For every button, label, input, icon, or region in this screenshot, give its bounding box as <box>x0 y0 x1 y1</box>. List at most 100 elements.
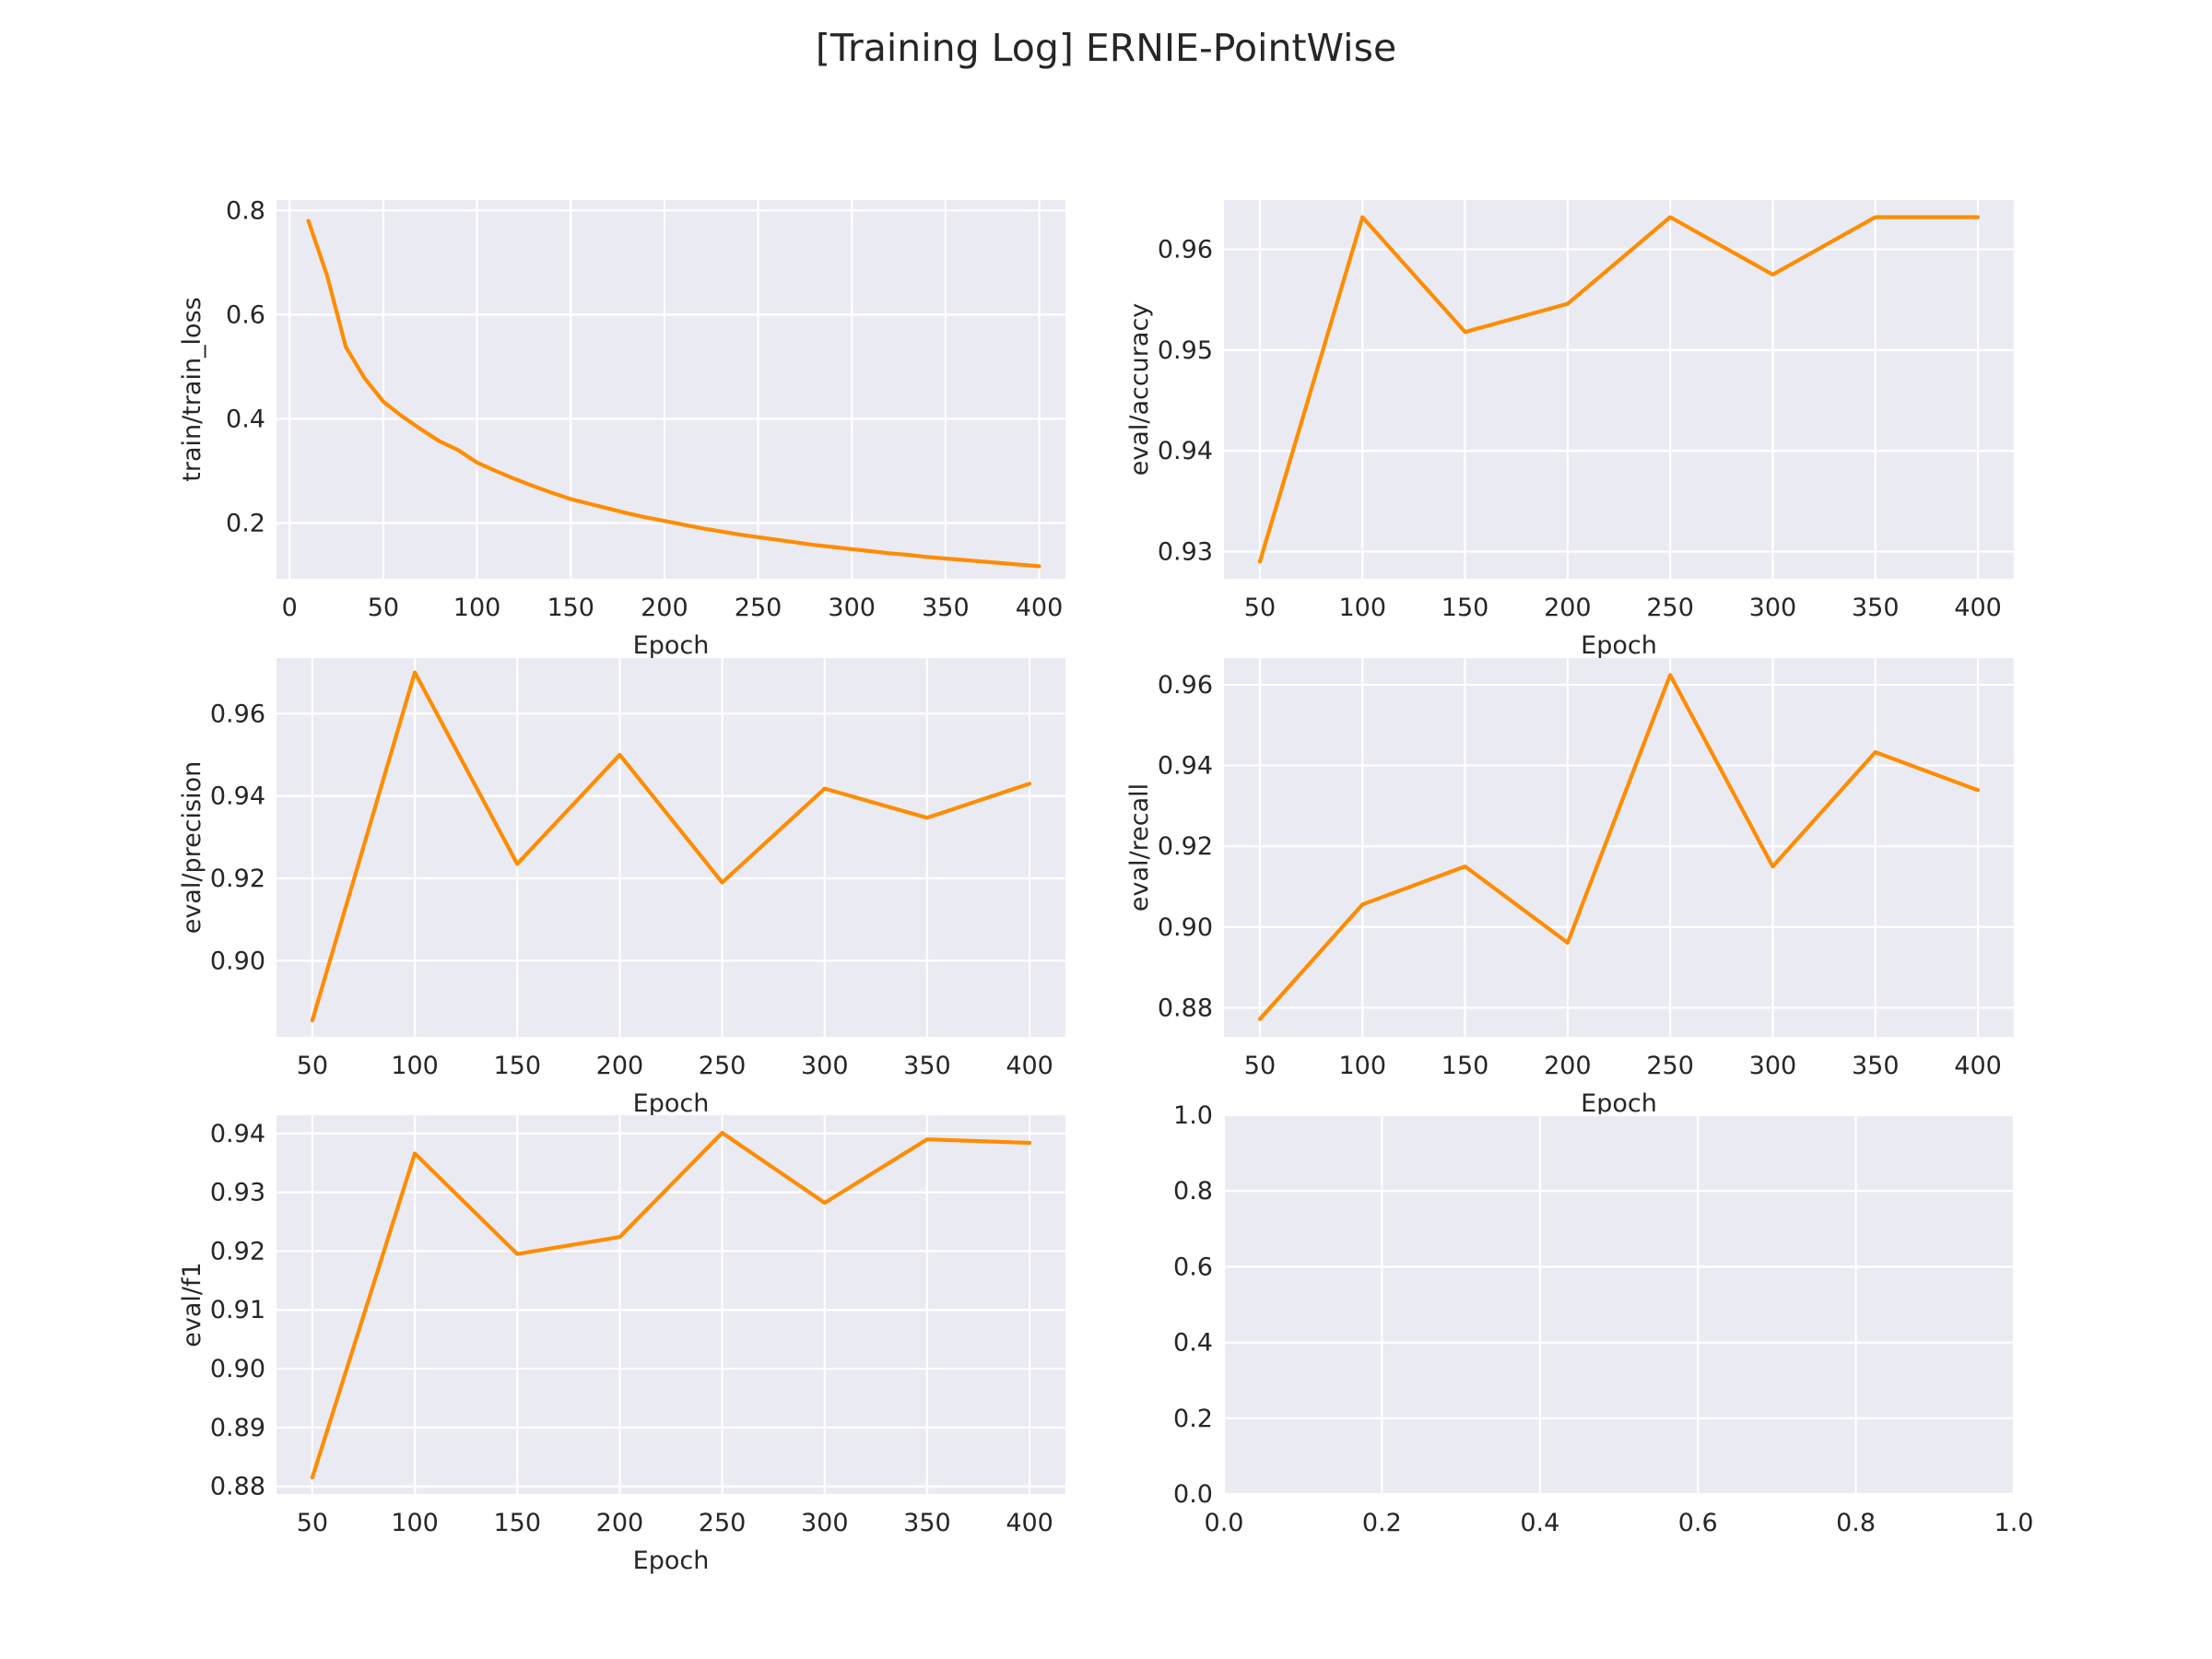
x-tick-label: 150 <box>547 594 594 622</box>
y-axis-label: eval/accuracy <box>1125 303 1154 477</box>
subplot-6: 0.0 0.2 0.4 0.6 0.8 1.0 0.0 0.2 0.4 0.6 0.8 1.0 <box>1173 1101 2033 1537</box>
y-tick-label: 0.96 <box>1158 671 1213 700</box>
subplot-4: 50 100 150 200 250 300 350 400 0.88 0.90 0.92 0.94 0… <box>1125 658 2014 1118</box>
y-tick-label: 0.6 <box>226 300 265 329</box>
x-tick-label: 350 <box>922 594 970 622</box>
x-tick-label: 0.2 <box>1362 1509 1402 1537</box>
x-tick-label: 50 <box>297 1052 328 1080</box>
x-tick-label: 50 <box>297 1509 328 1537</box>
y-tick-label: 0.96 <box>1158 236 1213 265</box>
y-tick-label: 0.90 <box>210 947 265 975</box>
x-tick-label: 350 <box>1852 594 1900 622</box>
x-tick-label: 100 <box>1338 1052 1386 1080</box>
y-axis-label: train/train_loss <box>178 297 206 481</box>
y-tick-label: 0.91 <box>210 1296 265 1324</box>
y-tick-label: 0.8 <box>1173 1177 1213 1206</box>
y-tick-label: 0.93 <box>210 1179 265 1207</box>
x-tick-label: 400 <box>1006 1052 1053 1080</box>
x-tick-label: 200 <box>596 1509 644 1537</box>
x-tick-label: 350 <box>1852 1052 1900 1080</box>
y-tick-label: 0.94 <box>210 1120 265 1148</box>
x-tick-label: 50 <box>1244 1052 1276 1080</box>
x-tick-label: 250 <box>1646 1052 1694 1080</box>
y-tick-label: 0.88 <box>1158 994 1213 1022</box>
y-tick-label: 0.0 <box>1173 1480 1213 1509</box>
x-tick-label: 150 <box>1441 1052 1489 1080</box>
y-tick-label: 0.89 <box>210 1414 265 1442</box>
subplot-1: 0 50 100 150 200 250 300 350 400 0.2 0.4 0.6 0.8 Epoc… <box>178 196 1065 660</box>
x-tick-label: 0.6 <box>1678 1509 1718 1537</box>
x-tick-label: 300 <box>1749 594 1797 622</box>
y-tick-label: 1.0 <box>1173 1101 1213 1130</box>
plot-area <box>1224 1115 2014 1494</box>
x-tick-label: 0.0 <box>1205 1509 1244 1537</box>
y-tick-label: 0.90 <box>1158 913 1213 942</box>
x-axis-label: Epoch <box>1581 631 1657 660</box>
y-tick-label: 0.2 <box>1173 1405 1213 1433</box>
x-tick-label: 250 <box>699 1052 747 1080</box>
y-tick-label: 0.4 <box>226 405 265 433</box>
y-axis-label: eval/recall <box>1125 783 1154 912</box>
x-tick-label: 250 <box>1646 594 1694 622</box>
subplot-2: 50 100 150 200 250 300 350 400 0.93 0.94 0.95 0.96 E… <box>1125 200 2014 660</box>
x-tick-label: 100 <box>453 594 501 622</box>
x-tick-label: 0.4 <box>1520 1509 1559 1537</box>
x-tick-label: 150 <box>493 1052 541 1080</box>
y-tick-label: 0.94 <box>1158 752 1213 781</box>
plot-area <box>276 658 1065 1037</box>
x-axis-label: Epoch <box>633 1089 710 1118</box>
y-tick-label: 0.2 <box>226 510 265 538</box>
x-tick-label: 0.8 <box>1836 1509 1876 1537</box>
x-tick-label: 100 <box>391 1509 439 1537</box>
series-line <box>1257 215 1981 564</box>
figure-title: [Training Log] ERNIE-PointWise <box>816 26 1396 70</box>
x-tick-label: 350 <box>903 1052 951 1080</box>
y-tick-label: 0.92 <box>1158 832 1213 861</box>
y-tick-label: 0.4 <box>1173 1329 1213 1358</box>
plot-area <box>1224 658 2014 1037</box>
x-tick-label: 200 <box>641 594 688 622</box>
x-tick-label: 200 <box>1544 1052 1592 1080</box>
x-tick-label: 300 <box>801 1052 849 1080</box>
x-tick-label: 400 <box>1954 1052 2002 1080</box>
x-axis-label: Epoch <box>633 631 710 660</box>
y-tick-label: 0.6 <box>1173 1253 1213 1281</box>
y-tick-label: 0.8 <box>226 196 265 225</box>
x-tick-label: 250 <box>699 1509 747 1537</box>
x-tick-label: 200 <box>1544 594 1592 622</box>
x-tick-label: 250 <box>735 594 782 622</box>
x-tick-label: 100 <box>1338 594 1386 622</box>
x-tick-label: 400 <box>1006 1509 1053 1537</box>
subplot-3: 50 100 150 200 250 300 350 400 0.90 0.92 0.94 0.96 E… <box>178 658 1065 1118</box>
y-tick-label: 0.96 <box>210 700 265 728</box>
series-line <box>310 670 1032 1023</box>
x-axis-label: Epoch <box>1581 1089 1657 1118</box>
series-line <box>306 218 1041 569</box>
x-tick-label: 0 <box>282 594 298 622</box>
x-axis-label: Epoch <box>633 1547 710 1575</box>
y-tick-label: 0.92 <box>210 1237 265 1265</box>
y-tick-label: 0.92 <box>210 865 265 893</box>
x-tick-label: 300 <box>1749 1052 1797 1080</box>
plot-area <box>276 1115 1065 1494</box>
x-tick-label: 200 <box>596 1052 644 1080</box>
x-tick-label: 350 <box>903 1509 951 1537</box>
x-tick-label: 150 <box>1441 594 1489 622</box>
x-tick-label: 400 <box>1016 594 1064 622</box>
x-tick-label: 100 <box>391 1052 439 1080</box>
plot-area <box>1224 200 2014 579</box>
x-tick-label: 1.0 <box>1994 1509 2034 1537</box>
plot-area <box>276 200 1065 579</box>
x-tick-label: 50 <box>368 594 399 622</box>
x-tick-label: 300 <box>801 1509 849 1537</box>
series-line <box>1257 673 1981 1021</box>
series-line <box>310 1130 1032 1480</box>
y-tick-label: 0.88 <box>210 1473 265 1501</box>
x-tick-label: 400 <box>1954 594 2002 622</box>
x-tick-label: 150 <box>493 1509 541 1537</box>
x-tick-label: 50 <box>1244 594 1276 622</box>
x-tick-label: 300 <box>828 594 876 622</box>
y-tick-label: 0.94 <box>1158 437 1213 465</box>
y-axis-label: eval/f1 <box>178 1262 206 1347</box>
